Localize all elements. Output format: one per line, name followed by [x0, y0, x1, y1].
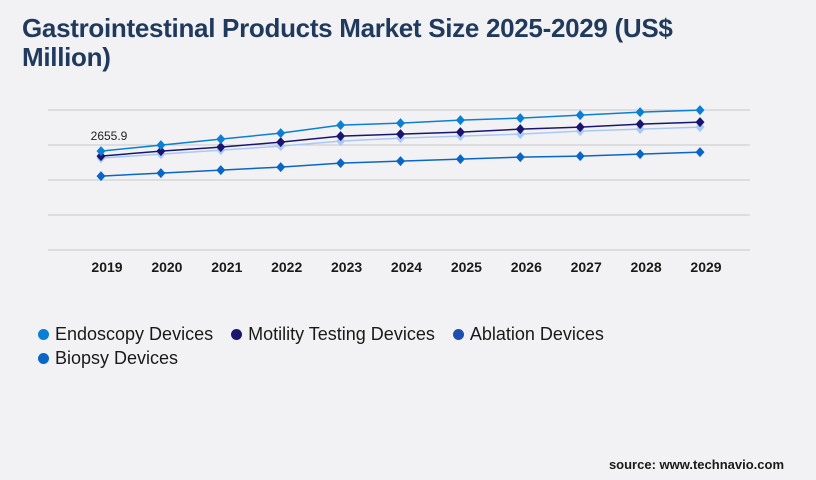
legend-dot-icon: [452, 328, 464, 340]
data-point: [575, 110, 585, 121]
data-point: [276, 128, 286, 139]
legend-label: Ablation Devices: [469, 323, 604, 344]
x-tick-label: 2028: [631, 259, 662, 275]
x-tick-label: 2021: [211, 259, 242, 275]
data-point: [695, 117, 705, 128]
data-point: [156, 168, 166, 179]
x-tick-label: 2024: [391, 259, 422, 275]
data-point: [635, 107, 645, 118]
chart-title: Gastrointestinal Products Market Size 20…: [22, 13, 673, 72]
data-point: [396, 156, 405, 167]
data-point: [695, 105, 705, 116]
data-point: [396, 118, 405, 129]
data-point: [635, 149, 645, 160]
data-point: [575, 151, 585, 162]
data-point: [515, 113, 525, 124]
data-point: [276, 137, 286, 148]
legend-item: Ablation Devices: [452, 322, 604, 346]
legend: Endoscopy Devices Motility Testing Device…: [38, 322, 678, 370]
x-tick-label: 2026: [511, 259, 542, 275]
source-text: source: www.technavio.com: [608, 457, 784, 472]
data-point: [216, 142, 226, 153]
data-point: [156, 140, 166, 151]
legend-item: Biopsy Devices: [38, 346, 178, 370]
legend-item: Motility Testing Devices: [231, 322, 435, 346]
data-point: [336, 131, 346, 142]
data-point: [336, 120, 346, 131]
data-point: [336, 158, 346, 169]
x-tick-label: 2019: [91, 259, 122, 275]
legend-dot-icon: [38, 328, 49, 340]
data-label: 2655.9: [91, 129, 128, 143]
data-point: [156, 146, 166, 157]
x-tick-label: 2027: [571, 259, 602, 275]
data-point: [695, 147, 705, 158]
x-tick-label: 2020: [151, 259, 182, 275]
data-point: [216, 165, 226, 176]
x-tick-label: 2023: [331, 259, 362, 275]
x-tick-label: 2022: [271, 259, 302, 275]
data-point: [276, 162, 286, 173]
data-point: [336, 136, 346, 147]
data-point: [575, 122, 585, 133]
legend-label: Endoscopy Devices: [55, 323, 214, 344]
data-point: [455, 115, 465, 126]
data-point: [515, 152, 525, 163]
legend-item: Endoscopy Devices: [38, 322, 213, 346]
data-point: [515, 124, 525, 135]
data-point: [635, 119, 645, 130]
line-chart: 2019 2020 2021 2022 2023 2024 2025 2026 2027 2028…: [48, 105, 750, 275]
x-tick-label: 2029: [690, 259, 721, 275]
x-tick-label: 2025: [451, 259, 482, 275]
legend-dot-icon: [38, 352, 49, 364]
data-point: [455, 154, 465, 165]
data-point: [216, 134, 226, 145]
data-point: [635, 124, 645, 135]
data-point: [396, 129, 405, 140]
legend-label: Motility Testing Devices: [248, 323, 435, 344]
data-point: [455, 127, 465, 138]
data-point: [96, 171, 106, 182]
data-point: [96, 146, 106, 157]
legend-dot-icon: [231, 328, 243, 340]
legend-label: Biopsy Devices: [55, 347, 179, 368]
